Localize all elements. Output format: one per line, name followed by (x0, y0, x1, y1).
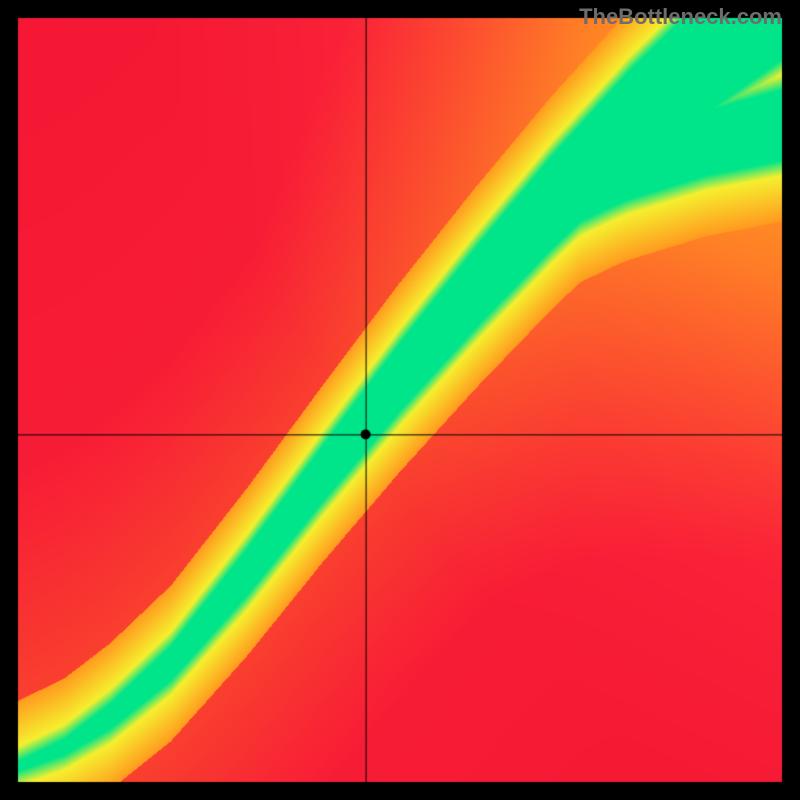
watermark-text: TheBottleneck.com (579, 4, 782, 30)
chart-container: TheBottleneck.com (0, 0, 800, 800)
heatmap-canvas (0, 0, 800, 800)
